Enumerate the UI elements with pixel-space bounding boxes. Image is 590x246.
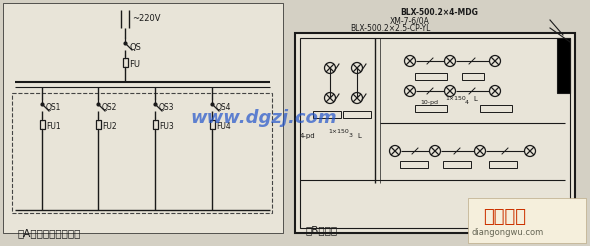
Text: 1×150: 1×150: [445, 96, 466, 101]
Bar: [462, 73, 484, 80]
Text: XM-7-6/0A: XM-7-6/0A: [390, 16, 430, 25]
Bar: [480, 105, 512, 112]
Text: L: L: [357, 133, 361, 139]
Text: BLX-500.2×2.5-CP-YL: BLX-500.2×2.5-CP-YL: [350, 24, 430, 33]
Bar: [295, 33, 575, 233]
Bar: [300, 38, 570, 228]
Text: 10-pd: 10-pd: [420, 100, 438, 105]
Text: FU4: FU4: [216, 122, 231, 131]
Text: QS2: QS2: [102, 103, 117, 112]
Bar: [209, 120, 215, 129]
Bar: [12, 93, 272, 213]
Text: QS: QS: [129, 43, 141, 52]
Text: FU: FU: [129, 60, 140, 69]
Bar: [415, 105, 447, 112]
Text: FU1: FU1: [46, 122, 61, 131]
Text: （A）照明电气系统图: （A）照明电气系统图: [18, 228, 81, 238]
Text: L: L: [473, 96, 477, 102]
Text: diangongwu.com: diangongwu.com: [472, 228, 544, 237]
Bar: [468, 198, 586, 243]
Text: （B）照明: （B）照明: [305, 225, 337, 235]
Bar: [123, 58, 127, 67]
Text: FU2: FU2: [102, 122, 117, 131]
Bar: [3, 3, 283, 233]
Bar: [343, 111, 371, 118]
Text: ~220V: ~220V: [132, 14, 160, 23]
Text: 1×150: 1×150: [328, 129, 349, 134]
Text: www.dgzj.com: www.dgzj.com: [190, 109, 337, 127]
Bar: [415, 73, 447, 80]
Bar: [557, 38, 570, 93]
Text: QS3: QS3: [159, 103, 175, 112]
Bar: [443, 161, 471, 168]
Text: BLX-500.2×4-MDG: BLX-500.2×4-MDG: [400, 8, 478, 17]
Bar: [489, 161, 517, 168]
Text: 4-pd: 4-pd: [300, 133, 316, 139]
Text: QS4: QS4: [216, 103, 231, 112]
Text: 4: 4: [465, 100, 469, 105]
Bar: [313, 111, 341, 118]
Bar: [40, 120, 44, 129]
Bar: [152, 120, 158, 129]
Text: 3: 3: [349, 133, 353, 138]
Bar: [96, 120, 100, 129]
Text: 电工之屋: 电工之屋: [483, 208, 526, 226]
Text: QS1: QS1: [46, 103, 61, 112]
Text: FU3: FU3: [159, 122, 173, 131]
Bar: [400, 161, 428, 168]
